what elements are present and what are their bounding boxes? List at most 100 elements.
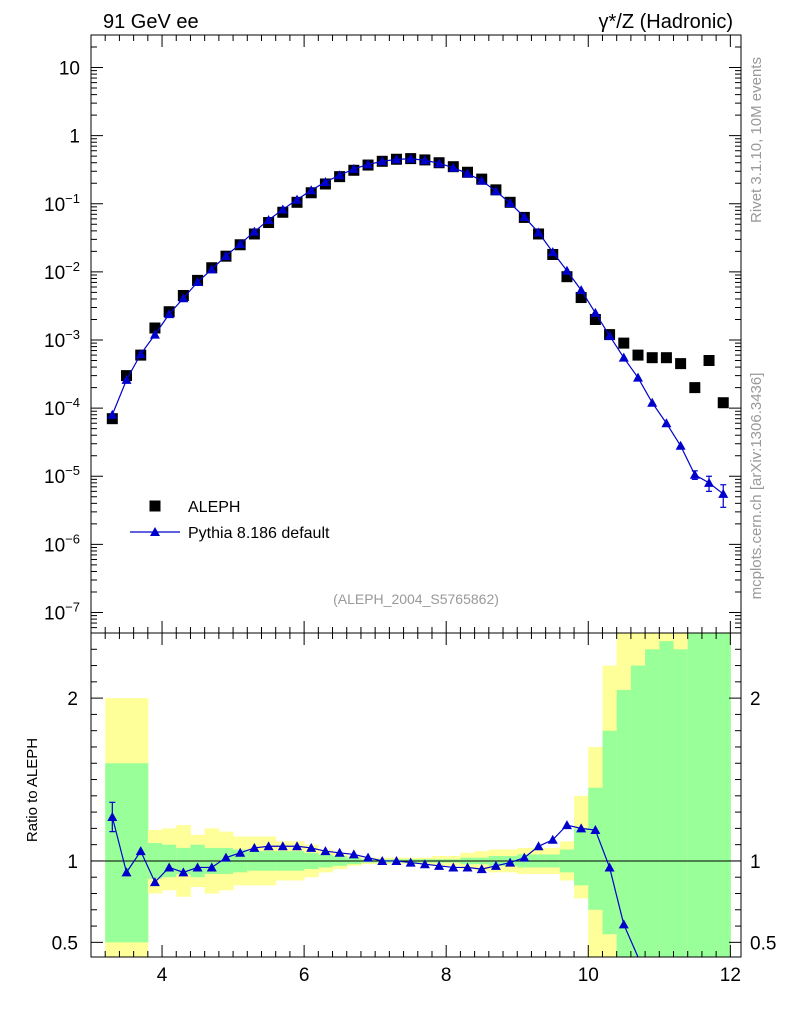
mcplots-reference-label: mcplots.cern.ch [arXiv:1306.3436] bbox=[748, 373, 765, 600]
ratio-point bbox=[206, 862, 217, 872]
ratio-y-tick-label-right: 1 bbox=[750, 852, 761, 873]
pythia-point bbox=[448, 162, 459, 172]
ratio-point bbox=[519, 852, 530, 862]
pythia-point bbox=[363, 159, 374, 169]
main-series-layer bbox=[106, 153, 729, 508]
pythia-point bbox=[107, 409, 118, 419]
ratio-y-tick-label-right: 2 bbox=[750, 689, 761, 710]
ratio-y-tick-label: 1 bbox=[67, 852, 78, 873]
pythia-point bbox=[590, 307, 601, 317]
ratio-y-tick-label: 2 bbox=[67, 689, 78, 710]
y-tick-label: 10−4 bbox=[44, 395, 80, 420]
pythia-point bbox=[235, 238, 246, 248]
pythia-point bbox=[135, 349, 146, 359]
pythia-point bbox=[220, 250, 231, 260]
ratio-point bbox=[405, 857, 416, 867]
aleph-data-point bbox=[703, 355, 715, 367]
ratio-point bbox=[220, 852, 231, 862]
ratio-y-axis-label: Ratio to ALEPH bbox=[24, 738, 41, 842]
axis-ticks bbox=[91, 34, 741, 957]
y-tick-label: 10−5 bbox=[44, 463, 80, 488]
ratio-point bbox=[561, 820, 572, 830]
pythia-point bbox=[476, 175, 487, 185]
ratio-point bbox=[547, 834, 558, 844]
ratio-point bbox=[306, 842, 317, 852]
ratio-point bbox=[249, 842, 260, 852]
legend-pythia-marker bbox=[150, 527, 160, 536]
y-tick-label: 1 bbox=[69, 127, 80, 148]
ratio-point bbox=[135, 846, 146, 856]
pythia-point bbox=[490, 186, 501, 196]
ratio-uncertainty-bands bbox=[105, 633, 731, 957]
ratio-point bbox=[320, 846, 331, 856]
pythia-point bbox=[149, 329, 160, 339]
x-tick-label: 10 bbox=[578, 965, 599, 986]
ratio-point bbox=[576, 823, 587, 833]
aleph-data-point bbox=[149, 322, 161, 334]
pythia-point bbox=[547, 247, 558, 257]
ratio-point bbox=[263, 841, 274, 851]
inner-band-bin bbox=[574, 828, 589, 886]
aleph-data-point bbox=[646, 352, 658, 364]
ratio-point bbox=[192, 862, 203, 872]
ratio-point bbox=[149, 877, 160, 887]
pythia-point bbox=[661, 418, 672, 428]
pythia-point bbox=[561, 265, 572, 275]
inner-band-bin bbox=[659, 641, 675, 957]
ratio-point bbox=[604, 862, 615, 872]
ratio-point bbox=[121, 867, 132, 877]
ratio-point bbox=[490, 860, 501, 870]
inner-band-bin bbox=[588, 787, 603, 910]
ratio-point bbox=[505, 857, 516, 867]
pythia-point bbox=[675, 440, 686, 450]
inner-band-bin bbox=[645, 649, 660, 957]
pythia-point bbox=[618, 352, 629, 362]
aleph-data-point bbox=[717, 397, 729, 409]
pythia-point bbox=[704, 477, 715, 487]
ratio-point bbox=[235, 847, 246, 857]
pythia-point bbox=[192, 277, 203, 287]
pythia-point bbox=[206, 264, 217, 274]
x-tick-label: 8 bbox=[441, 965, 452, 986]
y-tick-label: 10−3 bbox=[44, 327, 80, 352]
inner-band-bin bbox=[616, 689, 632, 957]
ratio-point bbox=[419, 859, 430, 869]
pythia-line bbox=[111, 158, 724, 495]
ratio-point bbox=[448, 862, 459, 872]
x-tick-label: 6 bbox=[299, 965, 310, 986]
pythia-point bbox=[391, 154, 402, 164]
pythia-point bbox=[164, 309, 175, 319]
aleph-data-point bbox=[618, 337, 630, 349]
ratio-point bbox=[462, 862, 473, 872]
y-tick-label: 10−1 bbox=[44, 191, 80, 216]
y-tick-label: 10 bbox=[59, 59, 80, 80]
pythia-point bbox=[419, 155, 430, 165]
legend-aleph-marker bbox=[149, 500, 161, 512]
pythia-point bbox=[348, 163, 359, 173]
pythia-point bbox=[632, 372, 643, 382]
ratio-point bbox=[434, 860, 445, 870]
inner-band-bin bbox=[687, 633, 703, 957]
main-plot-area bbox=[91, 35, 741, 633]
rivet-version-label: Rivet 3.1.10, 10M events bbox=[748, 57, 765, 223]
pythia-point bbox=[604, 330, 615, 340]
ratio-point bbox=[391, 855, 402, 865]
ratio-series-layer bbox=[107, 801, 639, 958]
ratio-y-tick-label: 0.5 bbox=[52, 933, 78, 954]
pythia-point bbox=[576, 285, 587, 295]
ratio-point bbox=[334, 847, 345, 857]
y-tick-label: 10−7 bbox=[44, 599, 80, 624]
x-tick-label: 12 bbox=[720, 965, 741, 986]
pythia-point bbox=[306, 185, 317, 195]
ratio-point bbox=[164, 862, 175, 872]
y-tick-label: 10−2 bbox=[44, 259, 80, 284]
inner-band-bin bbox=[630, 665, 646, 957]
pythia-point bbox=[505, 198, 516, 208]
aleph-data-point bbox=[589, 313, 601, 325]
legend-pythia-label: Pythia 8.186 default bbox=[188, 525, 330, 542]
panel-frames bbox=[90, 34, 742, 958]
pythia-point bbox=[519, 211, 530, 221]
pythia-point bbox=[689, 469, 700, 479]
aleph-data-point bbox=[561, 271, 573, 283]
